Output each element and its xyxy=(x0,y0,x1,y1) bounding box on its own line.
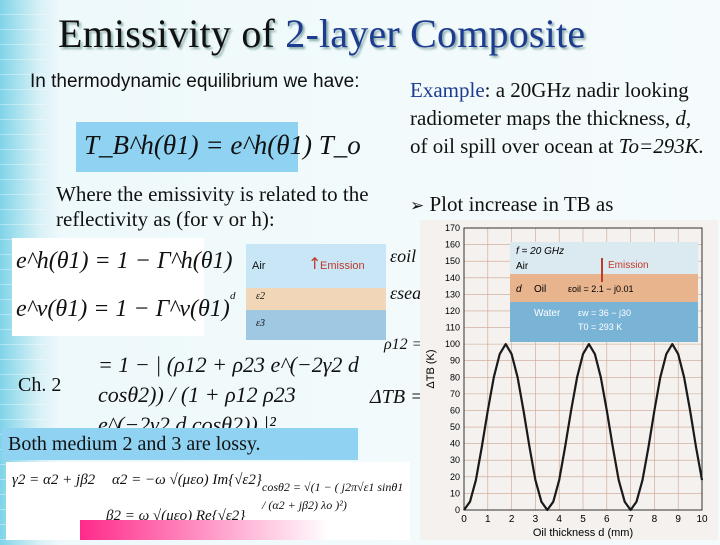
x-tick-label: 4 xyxy=(556,514,562,525)
thickness-d-label: d xyxy=(230,290,236,302)
y-tick-label: 160 xyxy=(445,240,460,250)
two-layer-figure: Air ↑ Emission ε2 ε3 xyxy=(246,244,386,340)
sea-layer xyxy=(246,310,386,340)
main-equation: T_B^h(θ1) = e^h(θ1) T_o xyxy=(84,130,361,160)
gamma2-equation: γ2 = α2 + jβ2 xyxy=(12,472,96,488)
page-title: Emissivity of 2-layer Composite xyxy=(58,10,585,57)
y-tick-label: 140 xyxy=(445,273,460,283)
x-tick-label: 7 xyxy=(628,514,634,525)
legend-oil-region xyxy=(510,274,698,302)
air-layer xyxy=(246,244,386,288)
y-tick-label: 150 xyxy=(445,256,460,266)
reflectivity-equation-text: = 1 − | (ρ12 + ρ23 e^(−2γ2 d cosθ2)) / (… xyxy=(98,352,359,437)
y-tick-label: 60 xyxy=(450,405,460,415)
example-label: Example xyxy=(410,78,485,102)
intro-text: In thermodynamic equilibrium we have: xyxy=(30,71,360,92)
legend-T0: T0 = 293 K xyxy=(578,322,622,332)
x-tick-label: 9 xyxy=(675,514,681,525)
To-value: To=293K. xyxy=(618,134,704,158)
y-tick-label: 70 xyxy=(450,389,460,399)
reflectivity-equation: = 1 − | (ρ12 + ρ23 e^(−2γ2 d cosθ2)) / (… xyxy=(98,350,363,440)
example-text-2: , of oil spill over ocean at xyxy=(410,106,692,158)
chart-svg: 0102030405060708090100110120130140150160… xyxy=(425,223,708,539)
y-tick-label: 10 xyxy=(450,488,460,498)
y-axis-label: ΔTB (K) xyxy=(425,349,437,388)
y-tick-label: 90 xyxy=(450,356,460,366)
legend-eps-water: εw = 36 − j30 xyxy=(578,308,631,318)
lossy-text: Both medium 2 and 3 are lossy. xyxy=(8,433,261,455)
color-bar xyxy=(80,520,330,540)
delta-tb-label: ΔTB = xyxy=(370,386,424,408)
arrow-bullet-icon: ➢ xyxy=(410,196,425,216)
reflectivity-text: Where the emissivity is related to the r… xyxy=(56,182,369,231)
example-text-1: : a 20GHz nadir looking radiometer maps … xyxy=(410,78,689,130)
x-axis-label: Oil thickness d (mm) xyxy=(533,527,633,539)
x-tick-label: 1 xyxy=(485,514,491,525)
delta-tb-chart: 0 10 20 30 40 50 60 70 80 90 100 110 120 130 140 150 160… xyxy=(420,220,718,540)
y-tick-label: 80 xyxy=(450,372,460,382)
x-tick-label: 5 xyxy=(580,514,586,525)
bullet-item: ➢ Plot increase in TB as xyxy=(410,192,613,217)
x-tick-label: 2 xyxy=(509,514,515,525)
legend-oil: Oil xyxy=(534,284,546,295)
x-tick-label: 0 xyxy=(461,514,467,525)
y-tick-label: 110 xyxy=(446,323,460,333)
series-line xyxy=(463,343,704,512)
legend-eps-oil: εoil = 2.1 − j0.01 xyxy=(568,284,634,294)
legend-d: d xyxy=(516,284,522,295)
legend-air: Air xyxy=(516,261,529,272)
eps3-label: ε3 xyxy=(256,318,265,329)
y-tick-label: 20 xyxy=(450,472,460,482)
y-tick-label: 40 xyxy=(450,439,460,449)
title-part1: Emissivity of xyxy=(58,11,286,56)
y-tick-label: 120 xyxy=(445,306,460,316)
x-tick-label: 6 xyxy=(604,514,610,525)
rho12-label: ρ12 = xyxy=(384,336,423,353)
lossy-box xyxy=(2,428,358,460)
legend-water: Water xyxy=(534,308,561,319)
chapter-label: Ch. 2 xyxy=(18,374,62,396)
main-equation-box xyxy=(76,122,298,172)
title-part2: 2-layer Composite xyxy=(285,11,586,56)
plot-frame xyxy=(463,227,703,511)
bullet-text: Plot increase in TB as xyxy=(429,192,614,216)
legend-water-region xyxy=(510,302,698,342)
legend-frequency: f = 20 GHz xyxy=(516,246,564,257)
air-label: Air xyxy=(252,260,266,272)
emissivity-h-equation: e^h(θ1) = 1 − Γ^h(θ1) xyxy=(16,248,233,274)
cos-theta2-equation: cosθ2 = √(1 − ( j2π√ε1 sinθ1 / (α2 + jβ2… xyxy=(262,480,404,512)
alpha2-equation: α2 = −ω √(μεo) Im{√ε2} xyxy=(112,472,262,488)
y-tick-label: 30 xyxy=(450,455,460,465)
emission-arrow-icon: ↑ xyxy=(308,254,322,273)
d-variable: d xyxy=(675,106,686,130)
legend-emission: Emission xyxy=(608,260,649,271)
y-tick-label: 130 xyxy=(445,289,460,299)
emissivity-box xyxy=(12,238,204,336)
oil-layer xyxy=(246,288,386,310)
x-tick-label: 8 xyxy=(652,514,658,525)
legend-air-region xyxy=(510,242,698,274)
x-tick-label: 10 xyxy=(696,514,708,525)
y-tick-label: 170 xyxy=(445,223,460,233)
emission-label: Emission xyxy=(320,260,365,272)
example-text: Example: a 20GHz nadir looking radiomete… xyxy=(410,76,710,160)
y-tick-label: 100 xyxy=(445,339,460,349)
y-tick-label: 0 xyxy=(455,505,460,515)
x-tick-label: 3 xyxy=(533,514,539,525)
y-tick-label: 50 xyxy=(450,422,460,432)
emissivity-v-equation: e^v(θ1) = 1 − Γ^v(θ1) xyxy=(16,296,230,322)
eps2-label: ε2 xyxy=(256,291,265,302)
